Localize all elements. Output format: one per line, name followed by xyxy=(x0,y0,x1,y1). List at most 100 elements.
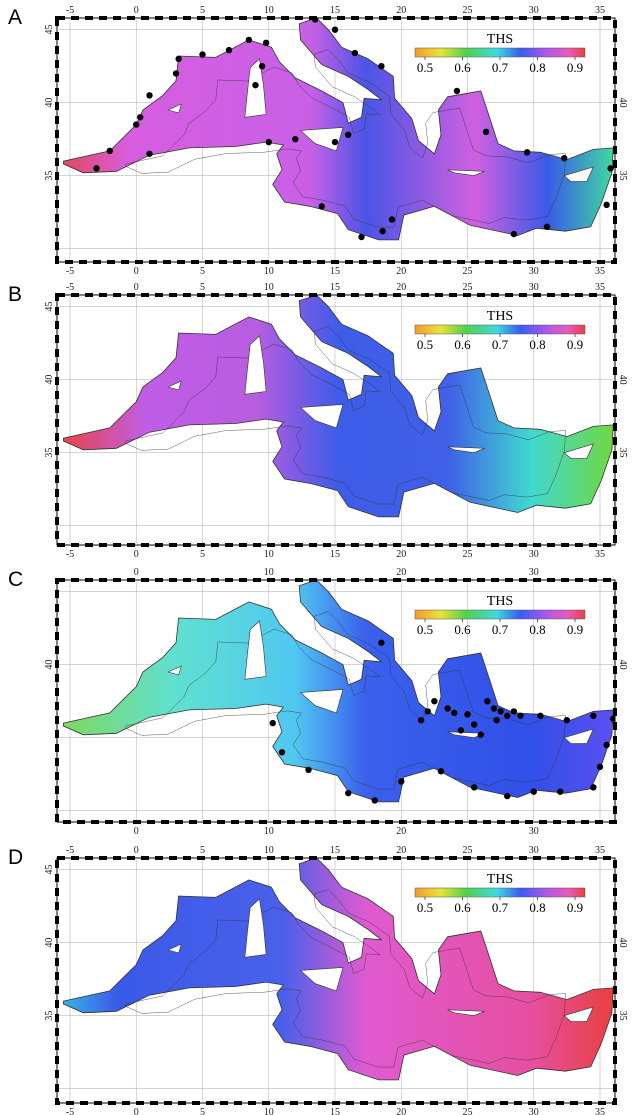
contour xyxy=(125,889,566,1068)
colorbar-tick-label: 0.5 xyxy=(417,622,433,637)
island xyxy=(299,404,344,429)
colorbar-tick-label: 0.6 xyxy=(454,622,471,637)
station-dot xyxy=(493,716,500,724)
station-dot xyxy=(225,46,233,54)
bottom-tick-label: 25 xyxy=(463,549,473,560)
station-dot xyxy=(175,55,182,63)
station-dot xyxy=(146,92,153,99)
station-dot xyxy=(610,715,615,722)
top-tick-label: 15 xyxy=(330,5,340,16)
top-tick-label: 10 xyxy=(264,282,274,293)
top-tick-label: 30 xyxy=(529,845,539,856)
bottom-tick-label: 5 xyxy=(200,266,205,277)
station-dot xyxy=(504,712,511,719)
left-tick-label: 45 xyxy=(44,302,55,312)
bottom-tick-label: 35 xyxy=(595,1107,605,1115)
island xyxy=(167,380,182,391)
island xyxy=(447,446,485,453)
station-dot xyxy=(371,797,378,804)
panel-label: D xyxy=(8,846,23,869)
bottom-tick-label: 10 xyxy=(264,549,274,560)
top-tick-label: 25 xyxy=(463,5,473,16)
colorbar-tick-label: 0.7 xyxy=(492,60,509,75)
colorbar-tick-label: 0.8 xyxy=(529,337,545,352)
bottom-tick-label: 15 xyxy=(330,1107,340,1115)
island xyxy=(167,665,182,676)
bottom-tick-label: 20 xyxy=(396,826,406,837)
map-panel: B -5 0 5 10 15 20 25 30 35 -5 0 5 10 15 20 25 30 35 45 40 35 4… xyxy=(8,282,628,560)
left-tick-label: 40 xyxy=(44,98,55,108)
island xyxy=(447,169,485,176)
colorbar xyxy=(414,887,586,898)
colorbar xyxy=(414,324,586,335)
top-tick-label: 0 xyxy=(134,567,139,578)
bottom-tick-label: -5 xyxy=(66,1107,74,1115)
left-tick-label: 35 xyxy=(44,448,55,458)
colorbar-tick-label: 0.7 xyxy=(492,337,509,352)
left-tick-label: 45 xyxy=(44,25,55,35)
colorbar-tick-label: 0.7 xyxy=(492,622,509,637)
station-dot xyxy=(590,712,597,719)
station-dot xyxy=(437,768,445,775)
contour xyxy=(125,49,566,228)
station-dot xyxy=(537,712,544,719)
island xyxy=(244,335,267,395)
right-tick-label: 40 xyxy=(617,375,628,385)
map-frame xyxy=(55,578,617,824)
station-dot xyxy=(431,697,438,705)
station-dot xyxy=(470,721,478,728)
station-dot xyxy=(451,709,458,717)
station-dot xyxy=(590,784,597,791)
top-tick-label: 30 xyxy=(529,282,539,293)
station-dot xyxy=(252,81,259,89)
top-tick-label: 25 xyxy=(463,282,473,293)
island xyxy=(244,898,267,958)
top-tick-label: 15 xyxy=(330,845,340,856)
right-tick-label: 35 xyxy=(617,1011,628,1021)
right-tick-label: 35 xyxy=(617,448,628,458)
station-dot xyxy=(378,62,385,70)
top-tick-label: 5 xyxy=(200,845,205,856)
left-tick-label: 40 xyxy=(44,375,55,385)
panel-label: C xyxy=(8,568,23,591)
bottom-tick-label: 10 xyxy=(264,826,274,837)
colorbar-tick-label: 0.6 xyxy=(454,900,471,915)
left-tick-label: 45 xyxy=(44,865,55,875)
top-tick-label: 30 xyxy=(529,5,539,16)
map-frame xyxy=(55,856,617,1105)
bottom-tick-label: 25 xyxy=(463,266,473,277)
station-dot xyxy=(484,697,491,705)
bottom-tick-label: 0 xyxy=(134,826,139,837)
contour xyxy=(125,611,566,790)
left-tick-label: 35 xyxy=(44,1011,55,1021)
top-tick-label: 10 xyxy=(264,5,274,16)
island xyxy=(563,166,594,182)
colorbar-title: THS xyxy=(487,594,513,609)
station-dot xyxy=(543,223,551,230)
left-tick-label: 40 xyxy=(44,938,55,948)
colorbar-tick-label: 0.9 xyxy=(567,60,583,75)
top-tick-label: 10 xyxy=(264,845,274,856)
station-dot xyxy=(258,62,266,70)
top-tick-label: 30 xyxy=(529,567,539,578)
bottom-tick-label: 30 xyxy=(529,266,539,277)
bottom-tick-label: 10 xyxy=(264,1107,274,1115)
bottom-tick-label: 10 xyxy=(264,266,274,277)
station-dot xyxy=(388,216,396,223)
bottom-tick-label: 15 xyxy=(330,549,340,560)
bottom-tick-label: 5 xyxy=(200,1107,205,1115)
colorbar-tick-label: 0.8 xyxy=(529,900,545,915)
top-tick-label: 20 xyxy=(396,567,406,578)
top-tick-label: 25 xyxy=(463,845,473,856)
colorbar-tick-label: 0.7 xyxy=(492,900,509,915)
map-content xyxy=(57,295,615,545)
bottom-tick-label: 20 xyxy=(396,549,406,560)
bottom-tick-label: 30 xyxy=(529,826,539,837)
island xyxy=(167,103,182,114)
island xyxy=(299,127,344,152)
station-dot xyxy=(351,49,359,57)
station-dot xyxy=(523,149,531,156)
station-dot xyxy=(482,128,490,136)
map-frame xyxy=(55,293,617,547)
top-tick-label: 35 xyxy=(595,282,605,293)
